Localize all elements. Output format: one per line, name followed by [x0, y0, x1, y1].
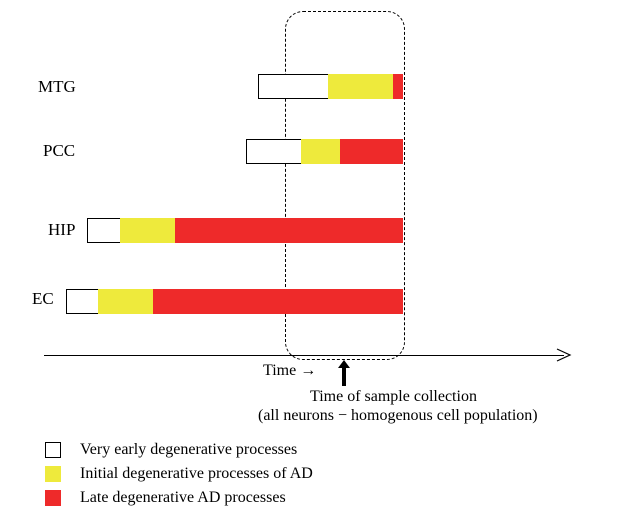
bar-ec-late [153, 289, 403, 314]
bar-mtg-initial [328, 74, 394, 99]
sample-collection-subtitle: (all neurons − homogenous cell populatio… [258, 407, 538, 424]
time-axis-label: Time → [263, 362, 317, 379]
region-label-pcc: PCC [43, 141, 76, 160]
sample-collection-arrow-icon [338, 360, 350, 386]
bar-pcc-late [340, 139, 403, 164]
legend-swatch-very-early [45, 442, 61, 458]
bar-mtg-very-early [258, 74, 329, 99]
bar-ec-initial [98, 289, 154, 314]
sample-collection-window [285, 11, 405, 360]
bar-hip-late [175, 218, 403, 243]
legend-label-late: Late degenerative AD processes [80, 489, 286, 506]
bar-mtg-late [393, 74, 403, 99]
legend-label-initial: Initial degenerative processes of AD [80, 465, 313, 482]
bar-pcc-initial [301, 139, 341, 164]
time-axis-arrowhead-icon [556, 348, 572, 362]
time-axis [44, 355, 564, 356]
region-label-mtg: MTG [38, 77, 76, 96]
bar-hip-initial [120, 218, 176, 243]
legend-label-very-early: Very early degenerative processes [80, 441, 298, 458]
bar-ec-very-early [66, 289, 99, 314]
bar-pcc-very-early [246, 139, 302, 164]
bar-hip-very-early [87, 218, 121, 243]
legend-swatch-initial [45, 466, 61, 482]
sample-collection-title: Time of sample collection [310, 388, 477, 405]
legend-swatch-late [45, 490, 61, 506]
region-label-ec: EC [32, 289, 54, 308]
region-label-hip: HIP [48, 220, 76, 239]
